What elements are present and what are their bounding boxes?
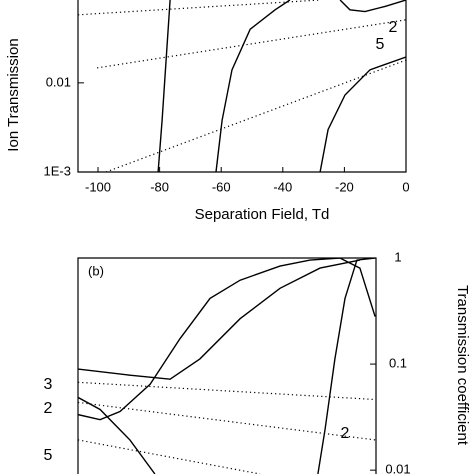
curve-label: 2 (389, 19, 398, 36)
curve (78, 258, 376, 421)
x-tick-label: -80 (150, 179, 169, 194)
curve (78, 259, 361, 380)
curve (319, 56, 406, 172)
x-tick-label: -60 (212, 179, 231, 194)
curve (97, 19, 406, 69)
y-tick-label: 1 (394, 249, 401, 264)
x-tick-label: -20 (335, 179, 354, 194)
y-tick-label: 0.01 (46, 74, 71, 89)
x-tick-label: 0 (402, 179, 409, 194)
curve (317, 258, 376, 474)
curve (339, 0, 406, 13)
curve (78, 0, 321, 16)
curve (157, 0, 171, 172)
curve (78, 396, 156, 474)
x-axis-label: Separation Field, Td (195, 206, 330, 223)
curve (215, 0, 291, 172)
y-axis-label: Ion Transmission (5, 38, 22, 151)
curve-label: 5 (376, 36, 385, 53)
curve (78, 401, 376, 441)
curve (78, 439, 261, 474)
axis-frame (77, 0, 407, 173)
axis-frame (77, 257, 377, 474)
curve (105, 59, 406, 172)
x-tick-label: -100 (85, 179, 111, 194)
curve-label: 3 (44, 376, 53, 393)
x-tick-label: -40 (273, 179, 292, 194)
y-tick-label: 1E-3 (44, 163, 71, 178)
y-tick-label: 0.01 (385, 462, 410, 474)
y-tick-label: 0.1 (389, 356, 407, 371)
curve (78, 381, 376, 401)
curve-label: 2 (341, 425, 350, 442)
curve-label: 5 (44, 447, 53, 464)
y-axis-label: Transmission coefficient (454, 285, 471, 446)
curve-label: 2 (44, 400, 53, 417)
panel-label: (b) (88, 263, 104, 278)
